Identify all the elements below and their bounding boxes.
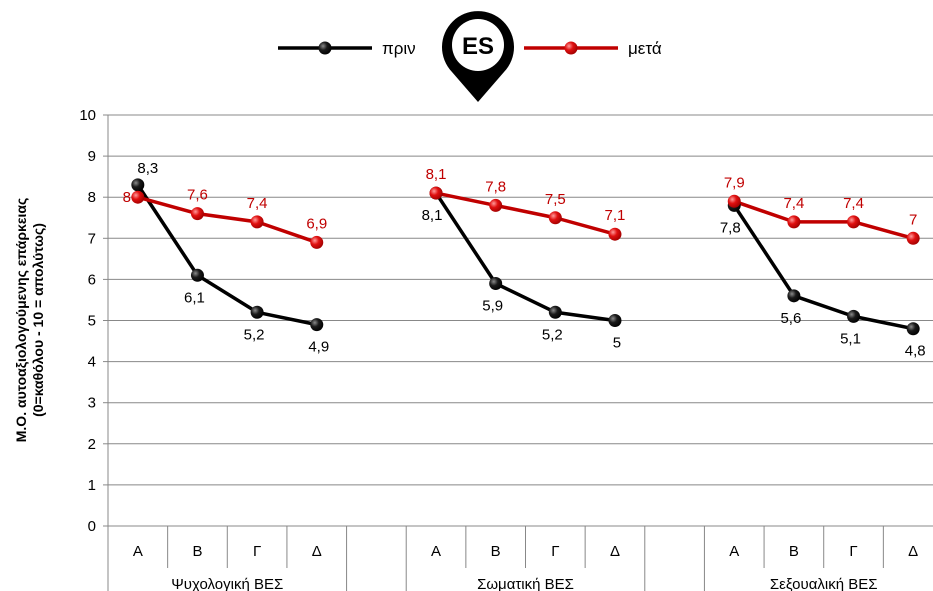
group-label: Σωματική ΒΕΣ — [477, 576, 574, 591]
x-tick-label: Γ — [849, 543, 857, 560]
data-label-μετά: 8,1 — [426, 166, 447, 183]
data-labels-layer: 8,3 6,1 5,2 4,9 8,1 5,9 5,2 5 7,8 5,6 5,1 4,8 8 7,6 7,… — [123, 160, 926, 360]
legend-marker-before — [318, 41, 332, 55]
data-point-πριν — [250, 305, 264, 319]
y-axis-title-line-1: Μ.Ο. αυτοαξιολογούμενης επάρκειας — [13, 198, 29, 443]
x-axis: Α Β Γ Δ Ψυχολογική ΒΕΣ Α Β Γ Δ Σωματική ΒΕΣ Α Β Γ Δ Σε… — [107, 526, 918, 591]
y-tick-label: 8 — [88, 189, 96, 206]
y-tick-label: 3 — [88, 395, 96, 412]
x-tick-label: Α — [133, 543, 143, 560]
data-label-μετά: 7,4 — [247, 195, 268, 212]
data-label-πριν: 7,8 — [720, 219, 741, 236]
data-label-πριν: 8,1 — [422, 207, 443, 224]
data-point-πριν — [847, 309, 861, 323]
y-axis: 0 1 2 3 4 5 6 7 8 9 10 — [79, 107, 109, 535]
data-label-πριν: 6,1 — [184, 289, 205, 306]
series-line-πριν — [136, 183, 318, 327]
data-point-μετά — [131, 190, 145, 204]
data-point-πριν — [548, 305, 562, 319]
y-tick-label: 6 — [88, 271, 96, 288]
data-label-πριν: 5,1 — [840, 330, 861, 347]
legend-label-before: πριν — [382, 39, 416, 58]
data-point-πριν — [190, 268, 204, 282]
data-point-πριν — [787, 289, 801, 303]
y-tick-label: 5 — [88, 313, 96, 330]
data-label-μετά: 7,9 — [724, 174, 745, 191]
data-label-μετά: 7,4 — [783, 195, 804, 212]
data-point-μετά — [429, 186, 443, 200]
data-label-μετά: 7 — [909, 211, 917, 228]
data-point-μετά — [787, 215, 801, 229]
y-tick-label: 2 — [88, 436, 96, 453]
y-axis-title-line-2: (0=καθόλου - 10 = απολύτως) — [30, 223, 46, 417]
logo-text: ES — [462, 33, 494, 60]
data-label-πριν: 5,6 — [780, 310, 801, 327]
data-label-πριν: 5,2 — [244, 326, 265, 343]
y-tick-label: 10 — [79, 107, 96, 124]
data-point-πριν — [310, 318, 324, 332]
data-point-πριν — [489, 277, 503, 291]
x-tick-label: Β — [192, 543, 202, 560]
data-point-μετά — [608, 227, 622, 241]
x-tick-label: Δ — [312, 543, 322, 560]
data-point-μετά — [727, 194, 741, 208]
data-label-πριν: 5,9 — [482, 298, 503, 315]
series-line-μετά — [137, 195, 318, 245]
y-tick-label: 4 — [88, 354, 96, 371]
logo-inner-circle — [452, 19, 504, 71]
data-label-πριν: 5 — [613, 335, 621, 352]
data-point-πριν — [131, 178, 145, 192]
data-label-μετά: 7,8 — [485, 178, 506, 195]
data-label-μετά: 7,4 — [843, 195, 864, 212]
data-point-μετά — [190, 207, 204, 221]
data-point-μετά — [489, 198, 503, 212]
gridlines — [108, 114, 933, 527]
data-point-πριν — [906, 322, 920, 336]
y-tick-label: 9 — [88, 148, 96, 165]
y-tick-label: 0 — [88, 518, 96, 535]
data-label-μετά: 8 — [123, 189, 131, 206]
x-tick-label: Β — [491, 543, 501, 560]
data-label-πριν: 4,8 — [905, 343, 926, 360]
legend-label-after: μετά — [628, 39, 662, 58]
es-logo: ES — [441, 11, 514, 102]
data-label-μετά: 6,9 — [306, 215, 327, 232]
data-label-μετά: 7,5 — [545, 191, 566, 208]
group-label: Ψυχολογική ΒΕΣ — [171, 576, 283, 591]
y-tick-label: 7 — [88, 230, 96, 247]
data-point-μετά — [548, 211, 562, 225]
series-line-μετά — [733, 199, 914, 240]
group-label: Σεξουαλική ΒΕΣ — [770, 576, 878, 591]
x-tick-label: Β — [789, 543, 799, 560]
data-label-πριν: 5,2 — [542, 326, 563, 343]
data-label-πριν: 4,9 — [308, 339, 329, 356]
legend-marker-after — [564, 41, 578, 55]
x-tick-label: Γ — [551, 543, 559, 560]
series-line-πριν — [732, 204, 914, 331]
legend: πριν μετά — [278, 39, 662, 58]
series-line-μετά — [435, 191, 616, 236]
x-tick-label: Δ — [610, 543, 620, 560]
data-point-μετά — [847, 215, 861, 229]
data-point-μετά — [250, 215, 264, 229]
series-line-πριν — [434, 192, 616, 323]
data-label-πριν: 8,3 — [137, 160, 158, 177]
x-tick-label: Δ — [908, 543, 918, 560]
data-point-μετά — [906, 231, 920, 245]
data-label-μετά: 7,1 — [605, 207, 626, 224]
data-point-μετά — [310, 235, 324, 249]
data-point-πριν — [608, 314, 622, 327]
data-label-μετά: 7,6 — [187, 187, 208, 204]
x-tick-label: Α — [431, 543, 441, 560]
x-tick-label: Γ — [253, 543, 261, 560]
series-layer — [131, 178, 920, 336]
y-tick-label: 1 — [88, 477, 96, 494]
x-tick-label: Α — [729, 543, 739, 560]
